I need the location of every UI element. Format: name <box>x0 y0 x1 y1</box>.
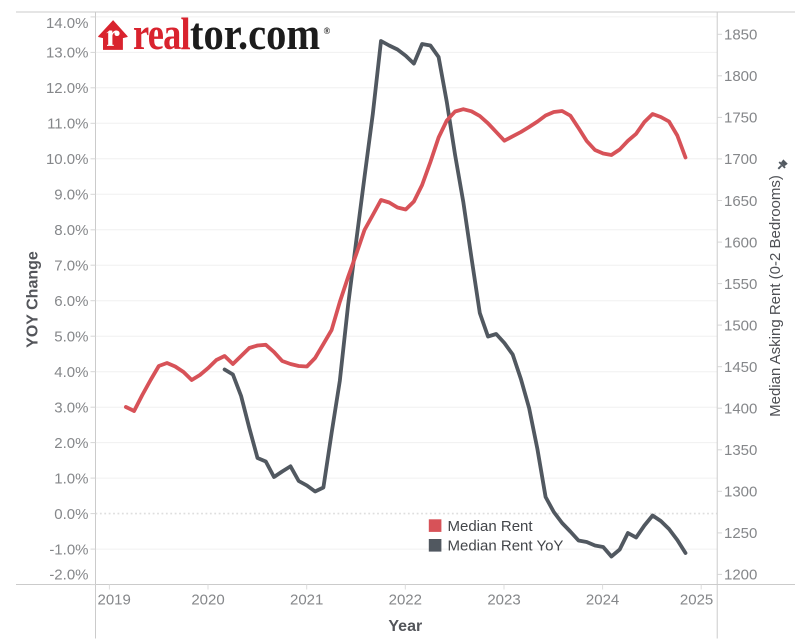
svg-text:1200: 1200 <box>724 567 757 584</box>
svg-text:1250: 1250 <box>724 525 757 542</box>
svg-text:2020: 2020 <box>191 592 224 609</box>
svg-text:2019: 2019 <box>98 592 131 609</box>
svg-text:13.0%: 13.0% <box>46 45 89 62</box>
svg-text:1850: 1850 <box>724 27 757 44</box>
svg-text:7.0%: 7.0% <box>54 258 88 275</box>
svg-text:1.0%: 1.0% <box>54 470 88 487</box>
svg-text:2.0%: 2.0% <box>54 435 88 452</box>
svg-text:8.0%: 8.0% <box>54 222 88 239</box>
svg-text:1750: 1750 <box>724 110 757 127</box>
svg-text:2023: 2023 <box>487 592 520 609</box>
svg-text:1700: 1700 <box>724 151 757 168</box>
svg-text:3.0%: 3.0% <box>54 400 88 417</box>
svg-text:-2.0%: -2.0% <box>49 567 88 584</box>
svg-text:5.0%: 5.0% <box>54 329 88 346</box>
svg-text:2021: 2021 <box>290 592 323 609</box>
svg-text:1500: 1500 <box>724 317 757 334</box>
svg-text:1400: 1400 <box>724 401 757 418</box>
svg-text:1350: 1350 <box>724 442 757 459</box>
svg-text:2025: 2025 <box>680 592 713 609</box>
svg-text:1450: 1450 <box>724 359 757 376</box>
svg-text:9.0%: 9.0% <box>54 187 88 204</box>
svg-text:-1.0%: -1.0% <box>49 541 88 558</box>
svg-text:2022: 2022 <box>389 592 422 609</box>
svg-text:11.0%: 11.0% <box>47 116 88 133</box>
svg-text:6.0%: 6.0% <box>54 293 88 310</box>
svg-text:2024: 2024 <box>586 592 619 609</box>
svg-text:0.0%: 0.0% <box>54 506 88 523</box>
svg-text:Year: Year <box>388 618 422 635</box>
svg-text:Median Rent YoY: Median Rent YoY <box>448 538 564 555</box>
svg-text:1300: 1300 <box>724 484 757 501</box>
svg-text:1800: 1800 <box>724 68 757 85</box>
svg-text:1650: 1650 <box>724 193 757 210</box>
svg-text:4.0%: 4.0% <box>54 364 88 381</box>
svg-text:Median Rent: Median Rent <box>448 518 534 535</box>
svg-text:14.0%: 14.0% <box>46 15 89 32</box>
svg-text:1550: 1550 <box>724 276 757 293</box>
svg-text:Median Asking Rent (0-2 Bedroo: Median Asking Rent (0-2 Bedrooms) <box>767 175 784 417</box>
svg-text:12.0%: 12.0% <box>46 80 89 97</box>
svg-text:1600: 1600 <box>724 234 757 251</box>
svg-text:YOY Change: YOY Change <box>25 251 42 348</box>
svg-text:10.0%: 10.0% <box>46 151 89 168</box>
